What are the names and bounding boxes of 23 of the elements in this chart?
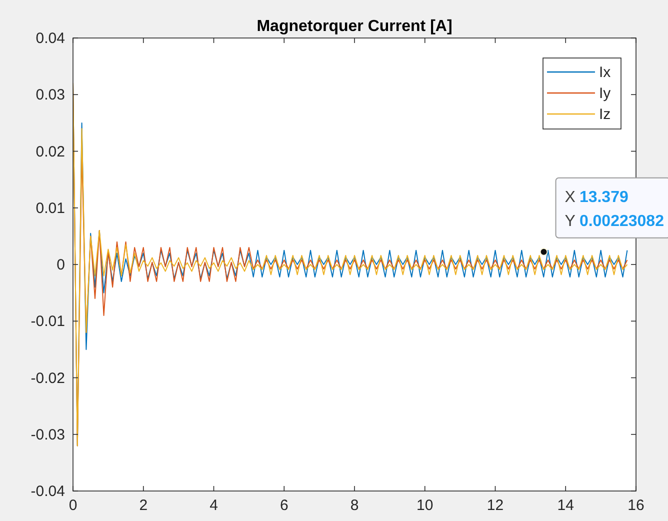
y-tick-label: 0.04 bbox=[36, 30, 65, 47]
x-tick-label: 16 bbox=[628, 497, 644, 514]
x-tick-label: 2 bbox=[139, 497, 148, 514]
x-tick-label: 12 bbox=[486, 497, 504, 514]
y-tick-label: -0.01 bbox=[30, 313, 65, 330]
y-tick-label: -0.02 bbox=[30, 370, 65, 387]
annotation: X 13.379 Y 0.00223082 bbox=[564, 188, 664, 230]
chart-title: Magnetorquer Current [A] bbox=[256, 18, 452, 35]
y-tick-label: 0.02 bbox=[36, 143, 65, 160]
x-tick-label: 10 bbox=[416, 497, 434, 514]
x-tick-label: 14 bbox=[557, 497, 574, 514]
y-tick-label: -0.03 bbox=[30, 426, 65, 444]
legend-label: Ix bbox=[599, 64, 612, 81]
y-tick-label: 0 bbox=[56, 256, 65, 274]
x-tick-label: 0 bbox=[68, 497, 78, 514]
y-tick-label: 0.01 bbox=[36, 200, 65, 217]
legend-label: Iy bbox=[599, 85, 612, 102]
x-tick-label: 8 bbox=[350, 497, 359, 514]
y-tick-label: -0.04 bbox=[30, 483, 65, 500]
x-tick-label: 6 bbox=[280, 497, 288, 514]
x-tick-label: 4 bbox=[210, 497, 218, 514]
y-tick-label: 0.03 bbox=[36, 86, 65, 104]
legend-label: Iz bbox=[599, 106, 611, 123]
